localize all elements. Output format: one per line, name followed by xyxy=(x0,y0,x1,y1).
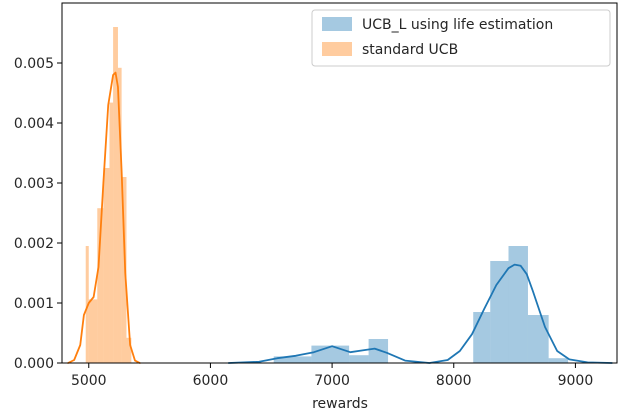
histogram-bar xyxy=(349,355,369,363)
histogram-bar xyxy=(126,337,132,363)
x-tick-label: 6000 xyxy=(193,373,229,389)
x-tick-label: 7000 xyxy=(314,373,350,389)
histogram-bar xyxy=(109,102,114,363)
legend-box xyxy=(311,9,611,67)
x-tick-label: 5000 xyxy=(71,373,107,389)
legend-label: UCB_L using life estimation xyxy=(362,17,553,33)
histogram-bar xyxy=(97,208,104,363)
x-tick-label: 9000 xyxy=(558,373,594,389)
y-tick-label: 0.005 xyxy=(14,56,54,72)
y-tick-label: 0.004 xyxy=(14,116,54,132)
histogram-bar xyxy=(117,67,122,364)
histogram-bar xyxy=(473,312,491,363)
histogram-bar xyxy=(273,356,312,363)
y-tick-label: 0.001 xyxy=(14,296,54,312)
kde-line xyxy=(67,71,141,364)
legend-swatch xyxy=(322,42,352,56)
histogram-bar xyxy=(508,246,528,363)
plot-area xyxy=(67,27,613,364)
axes: 5000 6000 7000 8000 9000 0.000 0.001 0.002 0.003… xyxy=(14,2,618,389)
histogram-bar xyxy=(311,345,350,363)
y-tick-label: 0.000 xyxy=(14,356,54,372)
y-tick-label: 0.003 xyxy=(14,176,54,192)
legend-swatch xyxy=(322,17,352,31)
legend-label: standard UCB xyxy=(362,42,458,58)
histogram-bar xyxy=(490,261,509,363)
kde-line xyxy=(227,263,613,364)
legend: UCB_L using life estimation standard UCB xyxy=(311,9,611,67)
histogram-bar xyxy=(113,27,118,363)
histogram-bar xyxy=(527,315,549,363)
histogram-bar xyxy=(548,358,569,363)
x-tick-label: 8000 xyxy=(436,373,472,389)
x-axis-label: rewards xyxy=(312,396,368,412)
histogram-bar xyxy=(88,299,98,363)
histogram-bar xyxy=(368,339,389,363)
histogram-bar xyxy=(121,177,127,363)
y-tick-label: 0.002 xyxy=(14,236,54,252)
histogram-bar xyxy=(103,168,110,363)
